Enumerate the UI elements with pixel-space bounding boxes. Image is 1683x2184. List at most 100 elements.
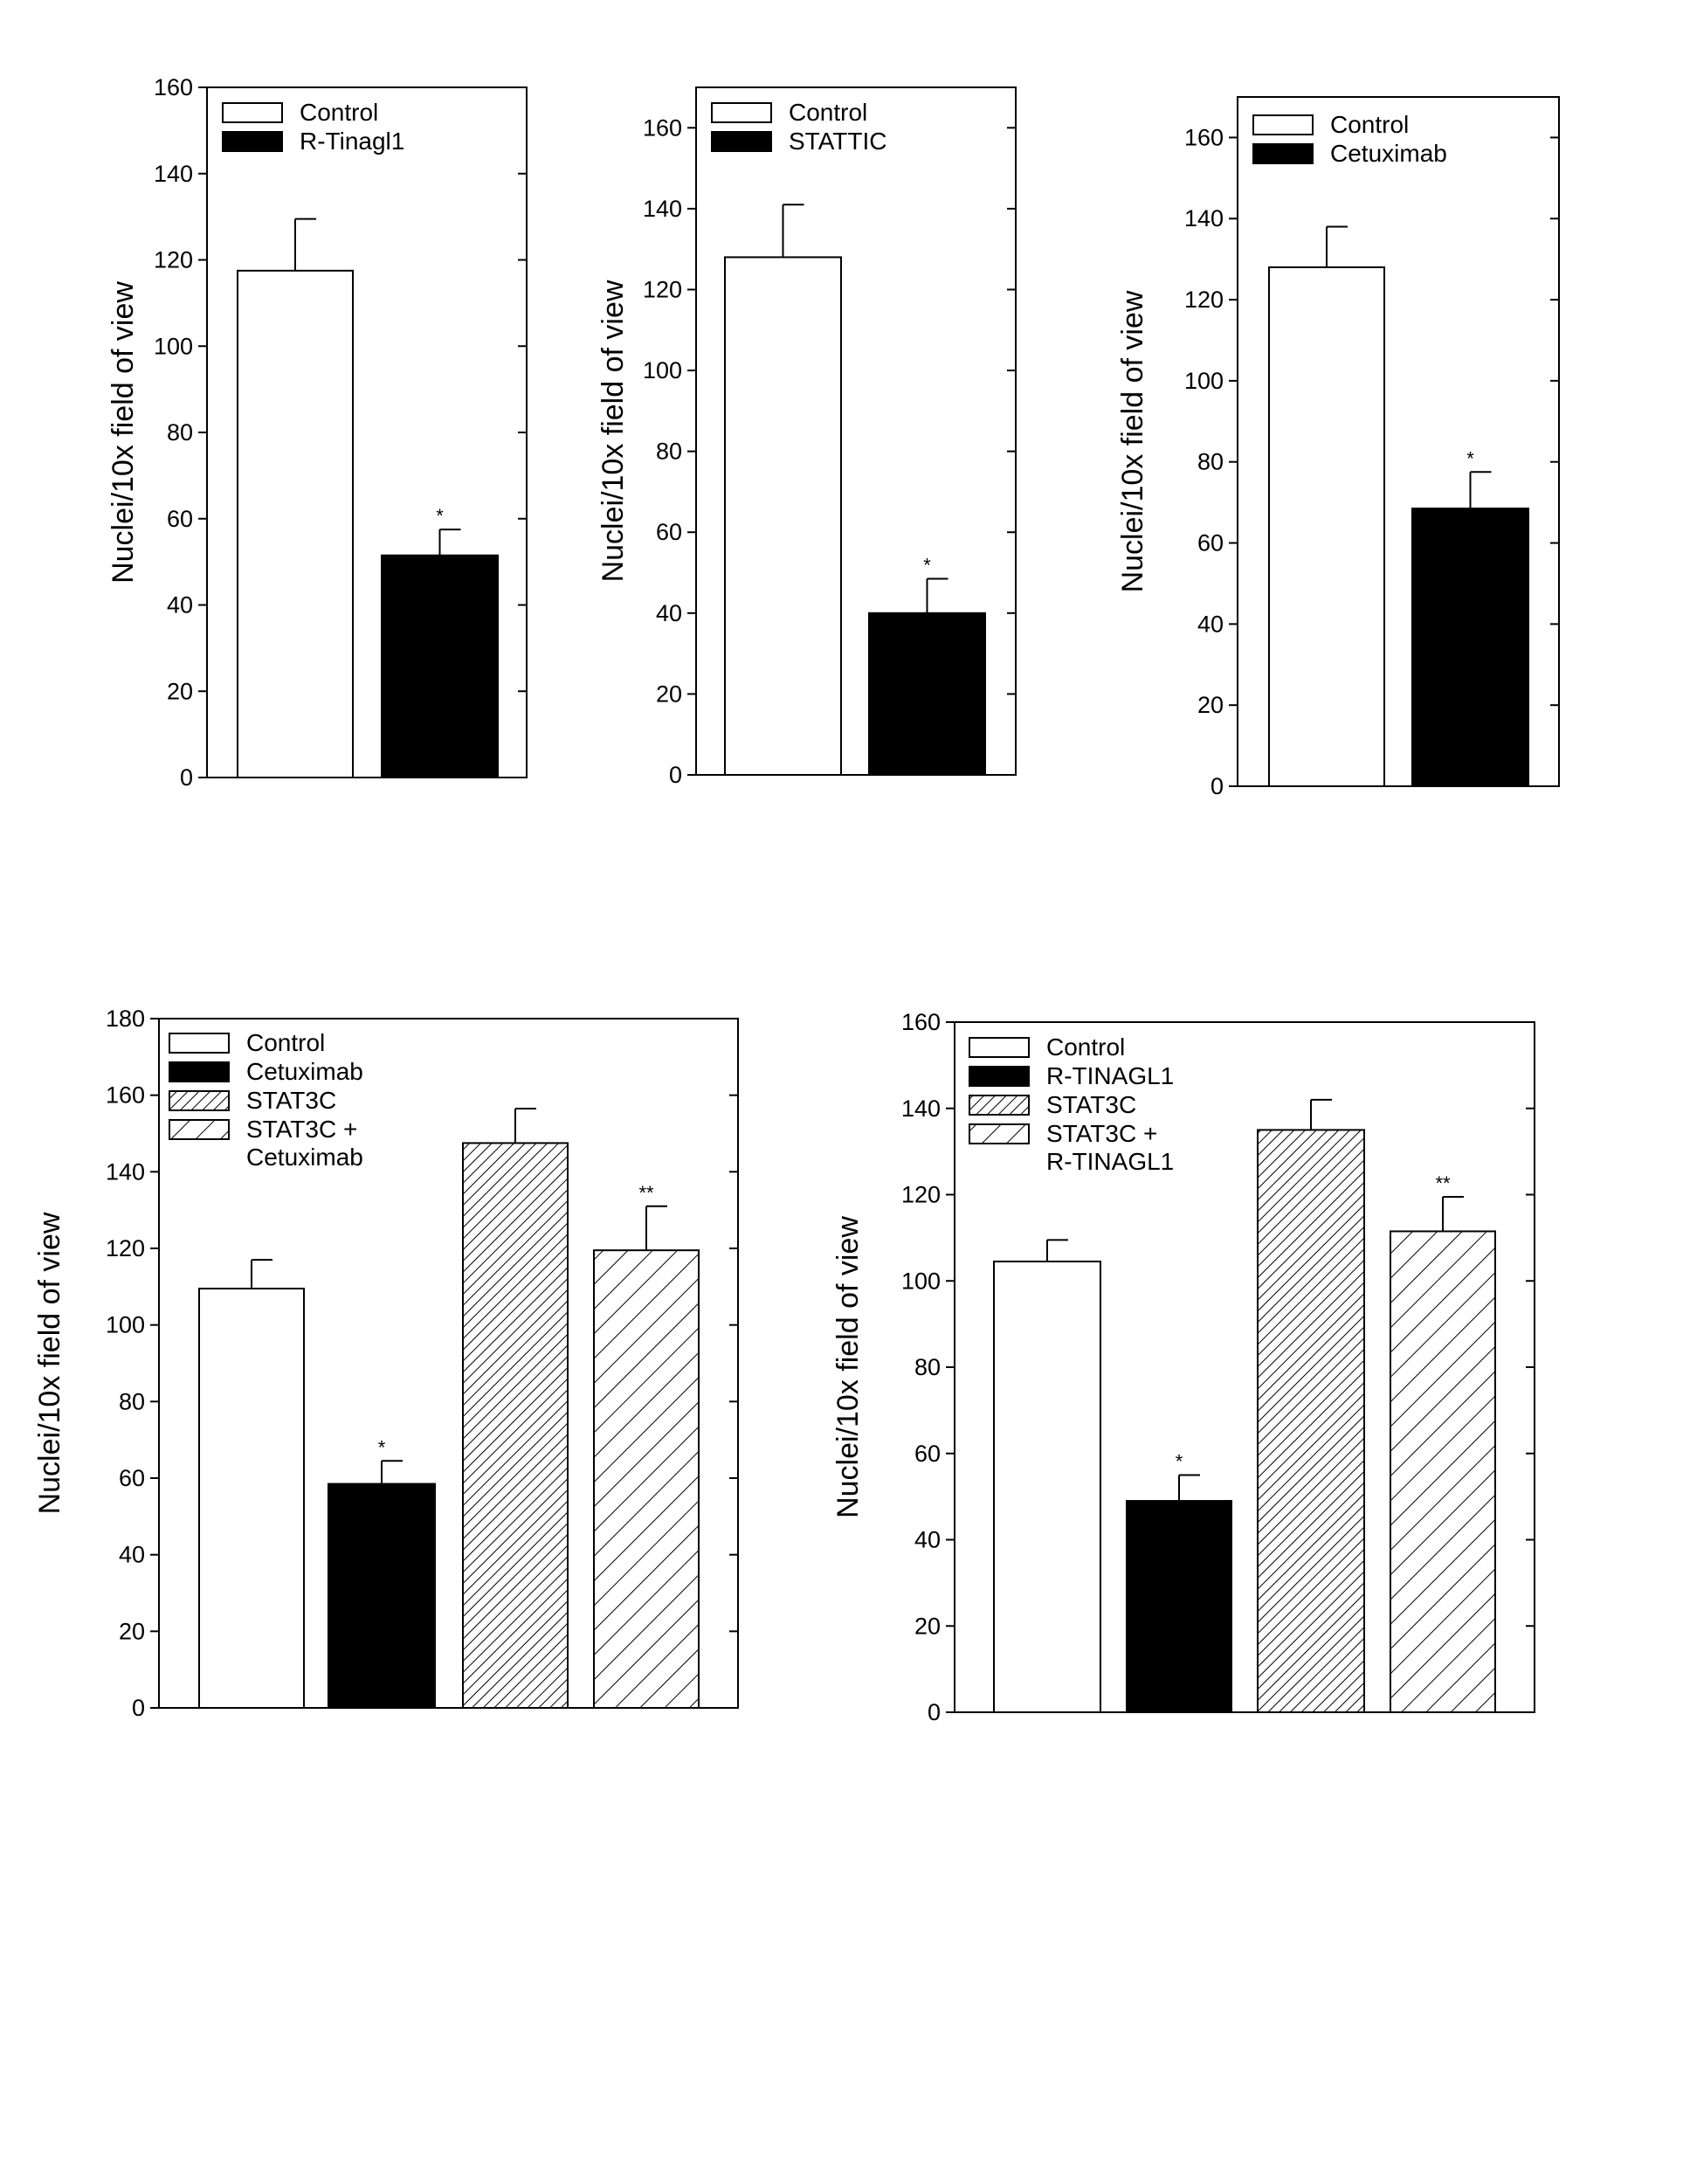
significance-marker: * <box>378 1436 386 1458</box>
legend-label: Control <box>789 99 867 126</box>
legend-swatch <box>969 1037 1030 1058</box>
y-tick-label: 160 <box>643 114 682 141</box>
y-tick-label: 160 <box>154 74 193 100</box>
y-tick-label: 80 <box>119 1388 145 1414</box>
y-tick-label: 120 <box>901 1182 941 1208</box>
y-tick-label: 40 <box>914 1527 941 1553</box>
y-tick-label: 120 <box>154 247 193 273</box>
y-tick-label: 60 <box>914 1441 941 1467</box>
y-tick-label: 0 <box>669 762 682 788</box>
significance-marker: ** <box>1435 1172 1451 1194</box>
bar-control <box>993 1261 1101 1713</box>
y-axis-label: Nuclei/10x field of view <box>33 1212 66 1514</box>
bar-cetuximab <box>1411 508 1529 787</box>
y-tick-label: 0 <box>928 1699 941 1725</box>
bar-r-tinagl1 <box>381 554 499 778</box>
bar-cetuximab <box>328 1482 436 1709</box>
bar-stat3c <box>1257 1129 1365 1713</box>
legend-swatch <box>711 131 772 152</box>
y-tick-label: 140 <box>643 196 682 222</box>
legend-label: STAT3C <box>246 1087 336 1114</box>
y-axis-label: Nuclei/10x field of view <box>831 1216 865 1518</box>
y-tick-label: 120 <box>1184 287 1224 313</box>
bar-r-tinagl1 <box>1126 1500 1232 1713</box>
y-tick-label: 100 <box>154 333 193 359</box>
y-tick-label: 140 <box>901 1095 941 1122</box>
y-tick-label: 100 <box>643 357 682 384</box>
y-tick-label: 20 <box>914 1613 941 1639</box>
bar-stat3c <box>462 1142 569 1710</box>
bar-stat3c-cetuximab <box>593 1249 700 1709</box>
legend-label: Cetuximab <box>1330 140 1447 167</box>
bar-control <box>237 269 354 778</box>
y-tick-label: 160 <box>901 1009 941 1035</box>
legend-label: STATTIC <box>789 128 887 155</box>
legend-swatch <box>969 1123 1030 1144</box>
y-tick-label: 80 <box>656 439 682 465</box>
chart-panel-2: * 0 20 40 60 80 100 120 140 160 Nuclei/10x field o… <box>597 86 1017 788</box>
y-tick-label: 80 <box>1197 449 1224 475</box>
legend-label: Control <box>1330 111 1409 138</box>
plot-frame <box>1237 96 1560 787</box>
plot-frame <box>695 86 1017 776</box>
y-axis-label: Nuclei/10x field of view <box>1116 290 1149 592</box>
legend-label: Control <box>300 99 378 126</box>
y-tick-label: 20 <box>656 681 682 707</box>
y-tick-label: 80 <box>914 1354 941 1380</box>
y-tick-label: 60 <box>167 506 193 532</box>
legend-label: STAT3C + <box>1046 1120 1157 1147</box>
significance-marker: ** <box>638 1182 654 1204</box>
plot-frame <box>158 1018 739 1709</box>
legend-swatch <box>1252 143 1314 164</box>
y-tick-label: 0 <box>1211 773 1224 799</box>
y-tick-label: 20 <box>167 678 193 704</box>
y-tick-label: 100 <box>901 1268 941 1294</box>
bar-control <box>724 256 842 776</box>
y-tick-label: 40 <box>656 600 682 626</box>
significance-marker: * <box>1466 447 1474 469</box>
y-tick-label: 160 <box>106 1082 145 1109</box>
legend-swatch <box>169 1090 230 1111</box>
bar-control <box>198 1288 305 1710</box>
y-tick-label: 40 <box>167 592 193 619</box>
y-tick-label: 140 <box>1184 205 1224 232</box>
y-tick-label: 140 <box>154 161 193 187</box>
legend-swatch <box>711 102 772 123</box>
legend-swatch <box>169 1033 230 1054</box>
chart-panel-3: * 0 20 40 60 80 100 120 140 160 Nuclei/10x field o… <box>1116 96 1560 799</box>
y-axis-label: Nuclei/10x field of view <box>597 280 630 582</box>
y-tick-label: 100 <box>1184 368 1224 394</box>
legend-swatch <box>169 1119 230 1140</box>
legend-label: Control <box>1046 1033 1125 1061</box>
y-tick-label: 40 <box>119 1542 145 1568</box>
y-tick-label: 40 <box>1197 611 1224 637</box>
y-tick-label: 180 <box>106 1006 145 1032</box>
legend-swatch <box>969 1095 1030 1116</box>
bar-stattic <box>868 612 986 777</box>
y-tick-label: 120 <box>643 276 682 302</box>
y-tick-label: 0 <box>132 1695 145 1721</box>
significance-marker: * <box>436 505 444 527</box>
legend-label: Control <box>246 1029 325 1056</box>
chart-panel-1: * 0 20 40 60 80 100 120 140 160 Nuclei/10x field o… <box>107 74 528 791</box>
y-tick-label: 60 <box>1197 530 1224 556</box>
legend-label: R-TINAGL1 <box>1046 1062 1174 1089</box>
y-tick-label: 140 <box>106 1158 145 1185</box>
legend-label: Cetuximab <box>246 1144 363 1171</box>
significance-marker: * <box>923 554 931 576</box>
y-tick-label: 60 <box>656 519 682 545</box>
legend-swatch <box>222 102 283 123</box>
y-tick-label: 20 <box>1197 692 1224 718</box>
legend-label: STAT3C + <box>246 1116 357 1143</box>
y-tick-label: 60 <box>119 1465 145 1491</box>
legend-swatch <box>1252 114 1314 135</box>
y-tick-label: 80 <box>167 419 193 446</box>
